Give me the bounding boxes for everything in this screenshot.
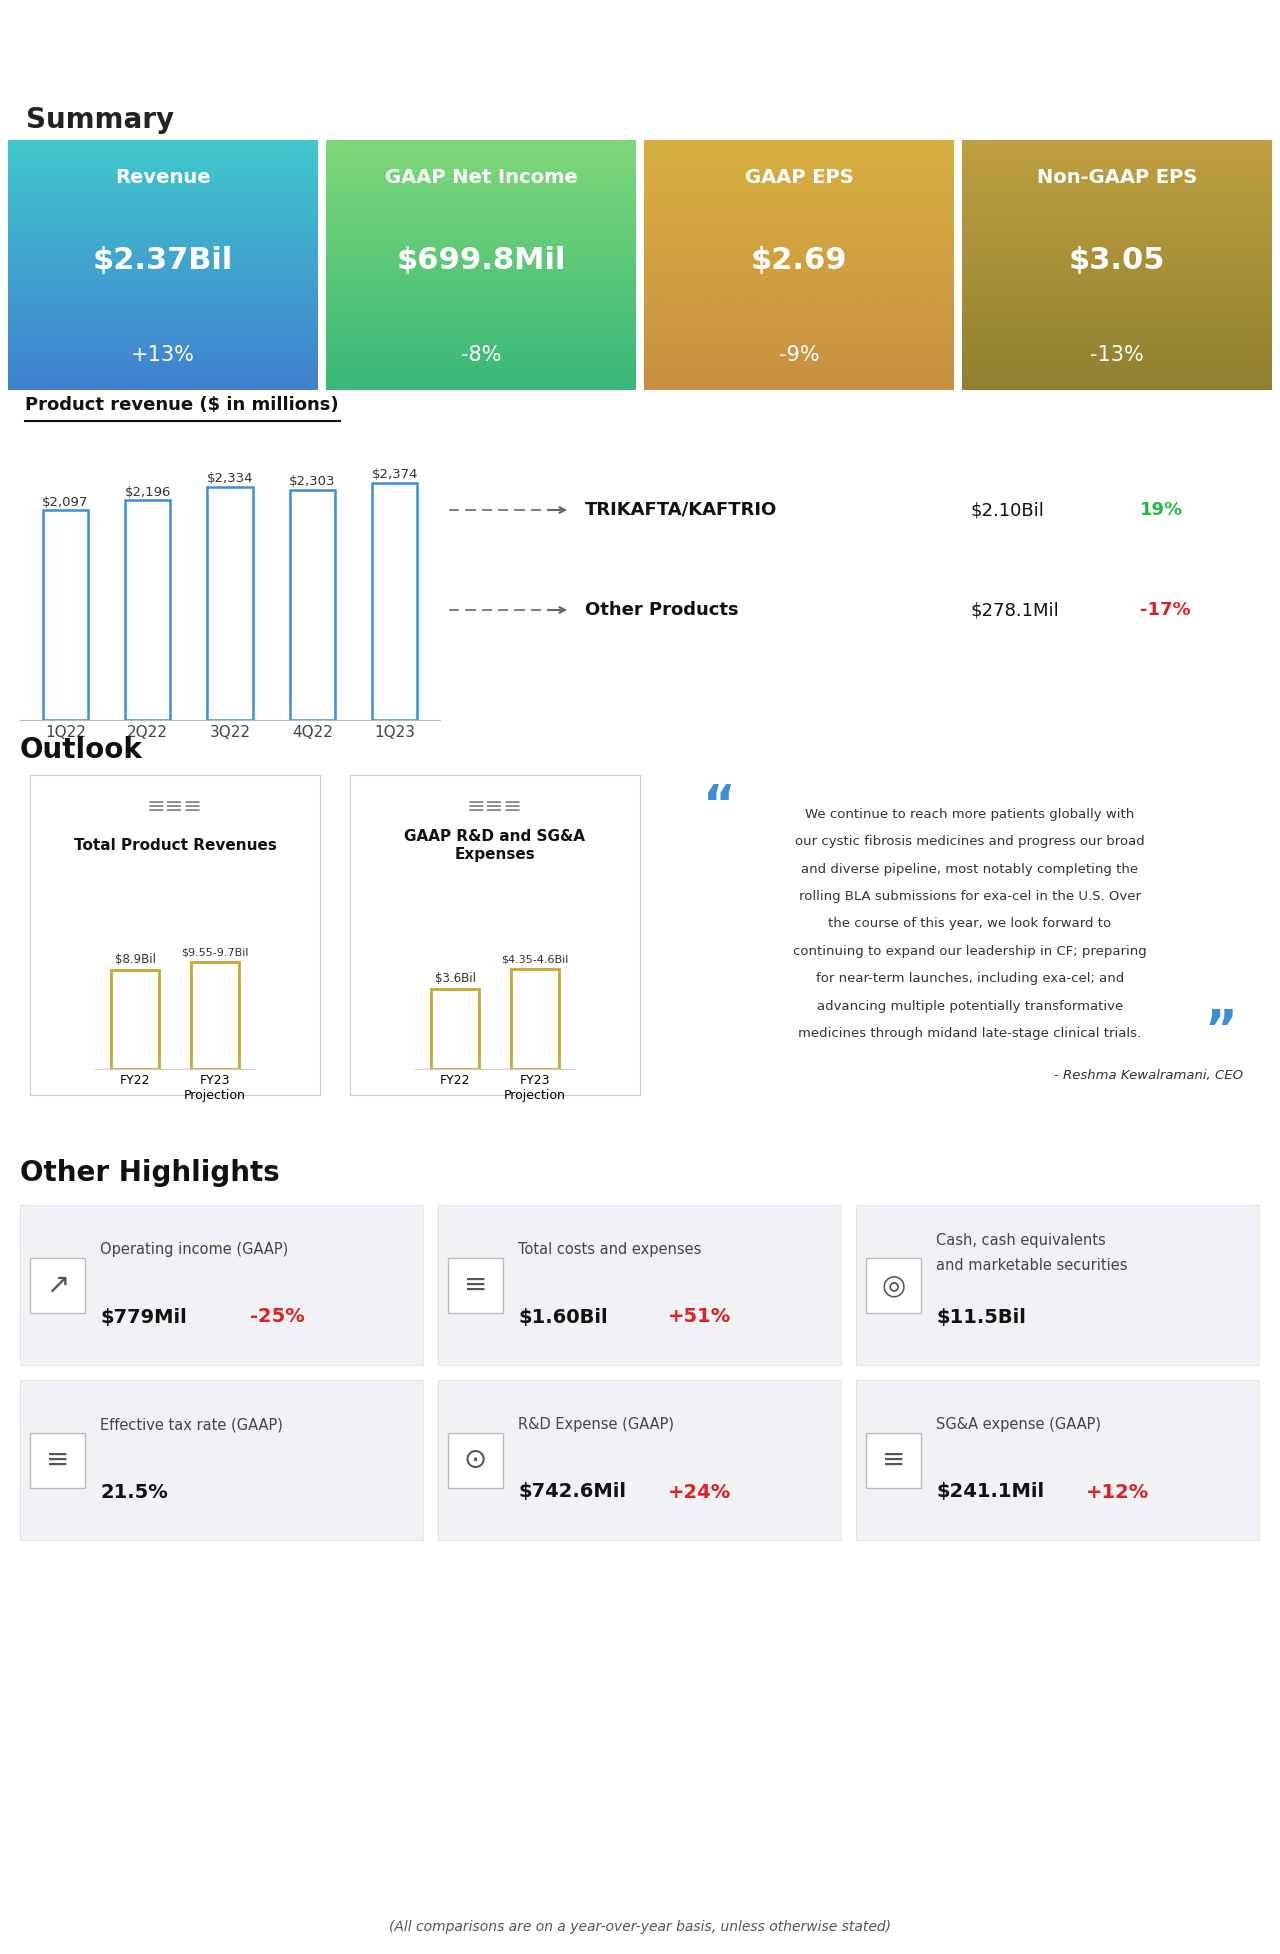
Text: -8%: -8% [461,346,502,365]
Bar [511,969,559,1069]
Bar [191,961,239,1069]
Text: Other Products: Other Products [585,602,739,619]
Text: $4.35-4.6Bil: $4.35-4.6Bil [502,956,568,965]
Text: “: “ [703,782,736,830]
Text: $241.1Mil: $241.1Mil [936,1483,1044,1501]
Text: $2.37Bil: $2.37Bil [93,246,233,274]
Text: $2,374: $2,374 [371,467,419,481]
Text: $278.1Mil: $278.1Mil [970,602,1059,619]
Text: ≡: ≡ [463,1270,488,1299]
Text: 2023: 2023 [13,49,91,76]
Text: and marketable securities: and marketable securities [936,1258,1128,1274]
Text: GAAP R&D and SG&A
Expenses: GAAP R&D and SG&A Expenses [404,828,585,862]
Bar [867,1258,922,1313]
Text: $2,097: $2,097 [42,496,88,508]
Text: +13%: +13% [131,346,195,365]
Text: Outlook: Outlook [20,737,143,764]
Text: $9.55-9.7Bil: $9.55-9.7Bil [182,948,248,957]
Bar [125,500,170,719]
Text: $2,303: $2,303 [289,475,335,488]
Text: +24%: +24% [668,1483,731,1501]
Text: Revenue: Revenue [115,168,211,188]
Text: Total costs and expenses: Total costs and expenses [518,1243,701,1256]
Text: R&D Expense (GAAP): R&D Expense (GAAP) [518,1417,675,1432]
Text: GAAP EPS: GAAP EPS [745,168,854,188]
Text: ”: ” [1204,1008,1236,1055]
Text: - Reshma Kewalramani, CEO: - Reshma Kewalramani, CEO [1053,1069,1243,1083]
Text: NASDAQ: VRTX  |  May. 01, 2023: NASDAQ: VRTX | May. 01, 2023 [120,53,389,70]
Text: We continue to reach more patients globally with: We continue to reach more patients globa… [805,807,1134,821]
Bar [289,490,335,719]
Text: -25%: -25% [250,1307,305,1327]
Bar [29,1432,84,1487]
Text: $2.10Bil: $2.10Bil [970,500,1044,520]
Text: $2,196: $2,196 [124,487,170,498]
Text: SG&A expense (GAAP): SG&A expense (GAAP) [936,1417,1101,1432]
Text: $8.9Bil: $8.9Bil [115,954,156,965]
Text: -17%: -17% [1140,602,1190,619]
Text: for near-term launches, including exa-cel; and: for near-term launches, including exa-ce… [815,973,1124,985]
Text: Cash, cash equivalents: Cash, cash equivalents [936,1233,1106,1249]
Text: the course of this year, we look forward to: the course of this year, we look forward… [828,918,1111,930]
Text: $779Mil: $779Mil [100,1307,187,1327]
Text: medicines through midand late-stage clinical trials.: medicines through midand late-stage clin… [799,1028,1142,1040]
Text: 19%: 19% [1140,500,1183,520]
Text: $742.6Mil: $742.6Mil [518,1483,626,1501]
Text: ≡≡≡: ≡≡≡ [147,797,204,817]
Text: ≡≡≡: ≡≡≡ [467,797,524,817]
Text: (All comparisons are on a year-over-year basis, unless otherwise stated): (All comparisons are on a year-over-year… [389,1921,891,1934]
Text: Q1: Q1 [24,12,79,45]
Text: our cystic fibrosis medicines and progress our broad: our cystic fibrosis medicines and progre… [795,834,1144,848]
Text: Product revenue ($ in millions): Product revenue ($ in millions) [26,397,339,414]
Text: $699.8Mil: $699.8Mil [397,246,566,274]
Text: Operating income (GAAP): Operating income (GAAP) [100,1243,288,1256]
Text: ◎: ◎ [882,1270,906,1299]
Text: TRIKAFTA/KAFTRIO: TRIKAFTA/KAFTRIO [585,500,777,520]
Text: continuing to expand our leadership in CF; preparing: continuing to expand our leadership in C… [794,946,1147,957]
Bar [8,6,96,86]
Bar [111,969,159,1069]
Bar [29,1258,84,1313]
Bar [867,1432,922,1487]
Text: $11.5Bil: $11.5Bil [936,1307,1025,1327]
Text: +51%: +51% [668,1307,731,1327]
Text: ≡: ≡ [882,1446,905,1473]
Bar [448,1432,503,1487]
Text: $3.05: $3.05 [1069,246,1165,274]
Text: Vertex Pharmaceuticals Incorporated: Vertex Pharmaceuticals Incorporated [120,14,760,43]
Text: 21.5%: 21.5% [100,1483,168,1501]
Bar [207,487,252,719]
Text: Non-GAAP EPS: Non-GAAP EPS [1037,168,1197,188]
Text: Other Highlights: Other Highlights [20,1159,280,1186]
Text: GAAP Net Income: GAAP Net Income [384,168,577,188]
Text: Summary: Summary [26,106,174,135]
Text: ⊙: ⊙ [463,1446,488,1473]
Text: advancing multiple potentially transformative: advancing multiple potentially transform… [817,1000,1123,1012]
Text: $2,334: $2,334 [207,471,253,485]
Text: and diverse pipeline, most notably completing the: and diverse pipeline, most notably compl… [801,862,1139,875]
Bar [431,989,479,1069]
Bar [372,483,417,719]
Text: Total Product Revenues: Total Product Revenues [73,838,276,852]
Text: ≡: ≡ [46,1446,69,1473]
Text: $1.60Bil: $1.60Bil [518,1307,608,1327]
Bar [448,1258,503,1313]
Bar [42,510,88,719]
Text: Effective tax rate (GAAP): Effective tax rate (GAAP) [100,1417,283,1432]
Text: rolling BLA submissions for exa-cel in the U.S. Over: rolling BLA submissions for exa-cel in t… [799,891,1140,903]
Text: -9%: -9% [778,346,819,365]
Text: ↗: ↗ [46,1270,69,1299]
Text: $2.69: $2.69 [750,246,847,274]
Text: ⚡ AlphaStreet: ⚡ AlphaStreet [1080,31,1220,49]
Text: -13%: -13% [1091,346,1144,365]
Text: $3.6Bil: $3.6Bil [435,971,476,985]
Text: +12%: +12% [1085,1483,1149,1501]
